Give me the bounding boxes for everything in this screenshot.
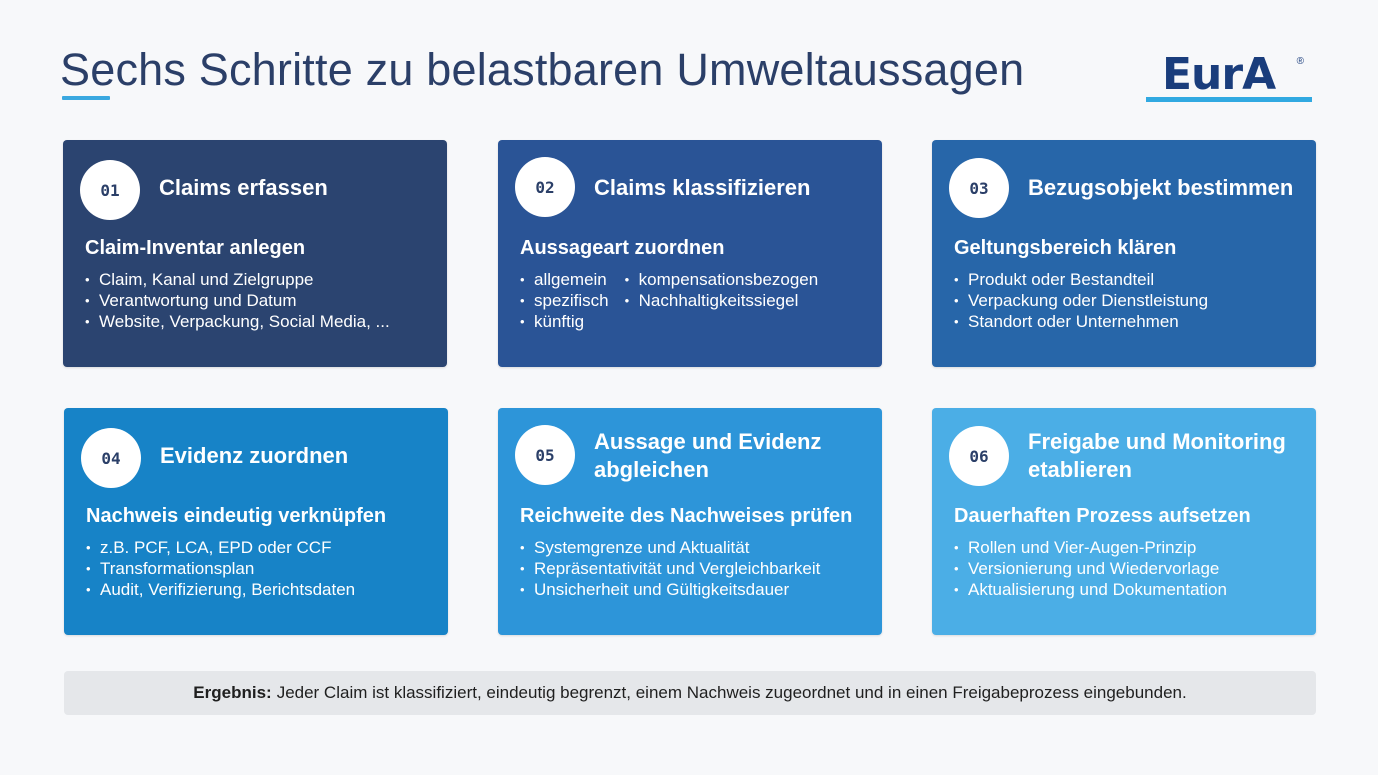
eura-logo: EurA ® — [1146, 50, 1312, 102]
step-number-badge: 05 — [515, 425, 575, 485]
step-title: Aussage und Evidenz abgleichen — [594, 429, 822, 482]
step-subtitle: Aussageart zuordnen — [520, 237, 725, 259]
step-bullet-list: z.B. PCF, LCA, EPD oder CCF Transformati… — [86, 538, 355, 600]
step-card-4: 04 Evidenz zuordnen Nachweis eindeutig v… — [64, 408, 448, 635]
logo-registered-mark: ® — [1296, 56, 1304, 67]
bullet-item: Unsicherheit und Gültigkeitsdauer — [520, 580, 820, 601]
bullet-item: Aktualisierung und Dokumentation — [954, 580, 1227, 601]
step-title: Claims klassifizieren — [594, 175, 811, 200]
bullet-item: allgemein — [520, 270, 609, 291]
bullet-item: Produkt oder Bestandteil — [954, 270, 1208, 291]
step-bullet-columns: allgemein spezifisch künftig kompensatio… — [520, 270, 818, 332]
page-title: Sechs Schritte zu belastbaren Umweltauss… — [60, 44, 1025, 95]
step-card-2: 02 Claims klassifizieren Aussageart zuor… — [498, 140, 882, 367]
step-card-3: 03 Bezugsobjekt bestimmen Geltungsbereic… — [932, 140, 1316, 367]
bullet-item: Audit, Verifizierung, Berichtsdaten — [86, 580, 355, 601]
step-card-1: 01 Claims erfassen Claim-Inventar anlege… — [63, 140, 447, 367]
step-subtitle: Nachweis eindeutig verknüpfen — [86, 505, 387, 527]
step-subtitle: Reichweite des Nachweises prüfen — [520, 505, 853, 527]
bullet-item: Repräsentativität und Vergleichbarkeit — [520, 559, 820, 580]
title-underline — [62, 96, 110, 100]
bullet-item: kompensationsbezogen — [625, 270, 819, 291]
bullet-item: Nachhaltigkeitssiegel — [625, 291, 819, 312]
bullet-item: z.B. PCF, LCA, EPD oder CCF — [86, 538, 355, 559]
step-card-6: 06 Freigabe und Monitoring etablieren Da… — [932, 408, 1316, 635]
step-number-badge: 01 — [80, 160, 140, 220]
logo-underline — [1146, 97, 1312, 102]
bullet-item: Verantwortung und Datum — [85, 291, 390, 312]
bullet-item: Claim, Kanal und Zielgruppe — [85, 270, 390, 291]
bullet-item: Standort oder Unternehmen — [954, 312, 1208, 333]
step-subtitle: Claim-Inventar anlegen — [85, 237, 306, 259]
result-summary-bar: Ergebnis: Jeder Claim ist klassifiziert,… — [64, 671, 1316, 715]
step-bullet-list: Rollen und Vier-Augen-Prinzip Versionier… — [954, 538, 1227, 600]
step-bullet-list: Systemgrenze und Aktualität Repräsentati… — [520, 538, 820, 600]
step-title: Claims erfassen — [159, 175, 328, 200]
step-number-badge: 04 — [81, 428, 141, 488]
step-bullet-list: kompensationsbezogen Nachhaltigkeitssieg… — [625, 270, 819, 332]
step-bullet-list: Claim, Kanal und Zielgruppe Verantwortun… — [85, 270, 390, 332]
step-number-badge: 03 — [949, 158, 1009, 218]
bullet-item: künftig — [520, 312, 609, 333]
bullet-item: Systemgrenze und Aktualität — [520, 538, 820, 559]
step-bullet-list: allgemein spezifisch künftig — [520, 270, 609, 332]
step-subtitle: Dauerhaften Prozess aufsetzen — [954, 505, 1251, 527]
step-title: Bezugsobjekt bestimmen — [1028, 175, 1294, 200]
bullet-item: Transformationsplan — [86, 559, 355, 580]
bullet-item: Versionierung und Wiedervorlage — [954, 559, 1227, 580]
step-number-badge: 02 — [515, 157, 575, 217]
logo-text: EurA — [1162, 49, 1276, 100]
step-title: Evidenz zuordnen — [160, 443, 349, 468]
step-subtitle: Geltungsbereich klären — [954, 237, 1177, 259]
result-label: Ergebnis: — [193, 683, 272, 702]
step-title: Freigabe und Monitoring etablieren — [1028, 429, 1286, 482]
bullet-item: Rollen und Vier-Augen-Prinzip — [954, 538, 1227, 559]
result-text: Jeder Claim ist klassifiziert, eindeutig… — [276, 683, 1187, 702]
step-bullet-list: Produkt oder Bestandteil Verpackung oder… — [954, 270, 1208, 332]
bullet-item: Website, Verpackung, Social Media, ... — [85, 312, 390, 333]
step-number-badge: 06 — [949, 426, 1009, 486]
bullet-item: spezifisch — [520, 291, 609, 312]
bullet-item: Verpackung oder Dienstleistung — [954, 291, 1208, 312]
step-card-5: 05 Aussage und Evidenz abgleichen Reichw… — [498, 408, 882, 635]
